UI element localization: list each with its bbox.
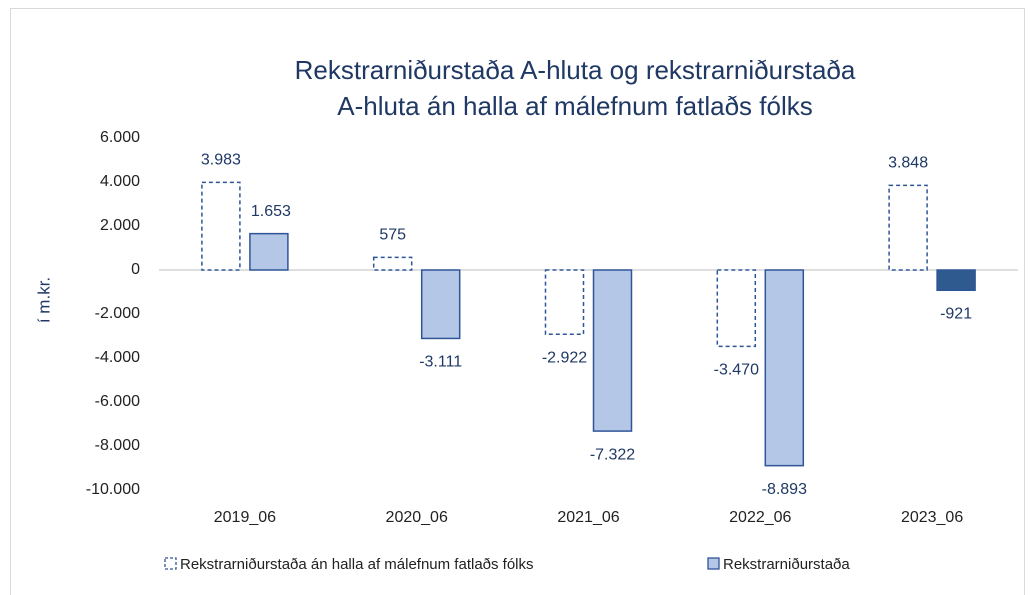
y-tick-label: 6.000: [100, 129, 140, 146]
y-axis-label: í m.kr.: [34, 277, 53, 323]
y-tick-label: 4.000: [100, 173, 140, 190]
legend-swatch: [707, 557, 720, 570]
data-label: -7.322: [590, 446, 635, 463]
data-label: -2.922: [542, 350, 587, 367]
bar: [372, 256, 413, 271]
legend-label: Rekstrarniðurstaða: [723, 556, 850, 573]
chart-title: Rekstrarniðurstaða A-hluta og rekstrarni…: [295, 55, 856, 85]
x-tick-label: 2019_06: [214, 509, 276, 526]
x-tick-label: 2021_06: [557, 509, 619, 526]
legend-label: Rekstrarniðurstaða án halla af málefnum …: [180, 556, 534, 573]
bar: [592, 269, 633, 432]
x-tick-label: 2023_06: [901, 509, 963, 526]
bar: [936, 269, 976, 292]
data-label: -921: [940, 305, 972, 322]
bar: [716, 269, 757, 348]
data-label: 1.653: [251, 203, 291, 220]
y-tick-label: 0: [131, 261, 140, 278]
y-tick-label: 2.000: [100, 217, 140, 234]
y-tick-label: -6.000: [95, 393, 140, 410]
data-label: 3.983: [201, 152, 241, 169]
x-tick-label: 2022_06: [729, 509, 791, 526]
bar: [888, 184, 928, 271]
chart-frame: [10, 8, 1025, 595]
legend-swatch: [164, 557, 177, 570]
data-label: -3.470: [714, 362, 759, 379]
data-label: 575: [379, 227, 406, 244]
bar: [249, 232, 289, 271]
bar: [201, 181, 241, 271]
y-tick-label: -8.000: [95, 437, 140, 454]
y-tick-label: -10.000: [86, 481, 140, 498]
bar: [764, 269, 805, 467]
y-tick-label: -4.000: [95, 349, 140, 366]
bar: [544, 269, 585, 336]
bar: [420, 269, 461, 340]
data-label: 3.848: [888, 155, 928, 172]
y-tick-label: -2.000: [95, 305, 140, 322]
chart-title: A-hluta án halla af málefnum fatlaðs fól…: [337, 91, 812, 121]
data-label: -8.893: [762, 481, 807, 498]
x-tick-label: 2020_06: [386, 509, 448, 526]
data-label: -3.111: [419, 354, 462, 371]
